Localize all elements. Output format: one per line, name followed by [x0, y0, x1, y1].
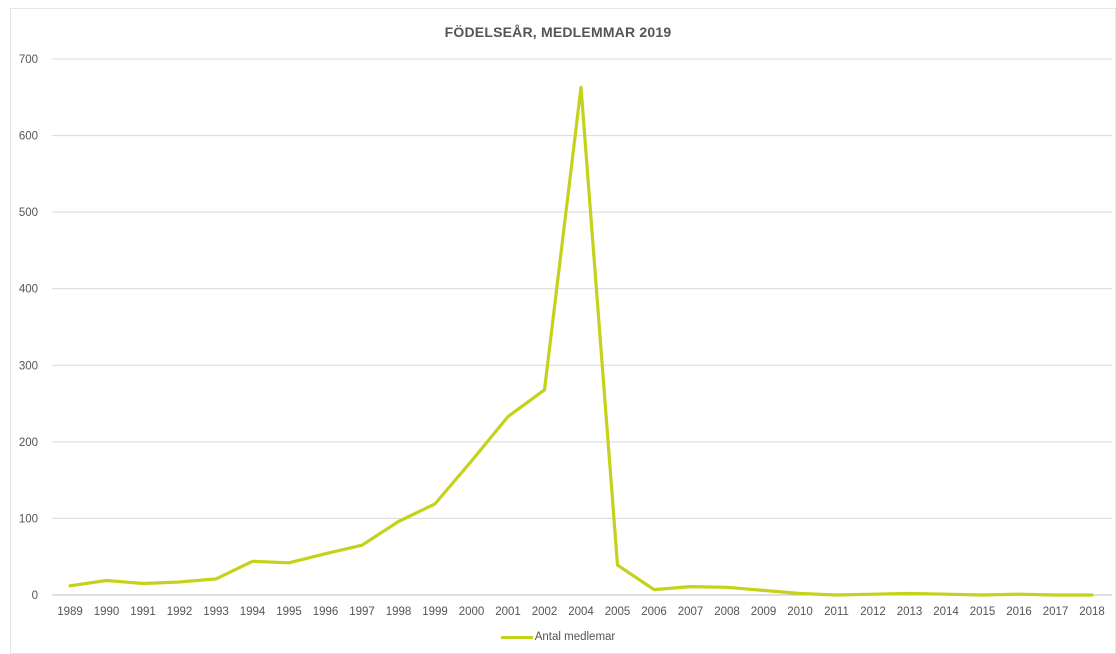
- series-line: [68, 85, 1094, 597]
- y-tick-label: 0: [32, 590, 38, 602]
- x-tick-label: 2014: [933, 606, 959, 618]
- x-tick-label: 2001: [495, 606, 521, 618]
- x-tick-label: 2015: [970, 606, 996, 618]
- y-tick-label: 700: [19, 54, 38, 66]
- x-tick-label: 1996: [313, 606, 339, 618]
- x-tick-label: 2009: [751, 606, 777, 618]
- x-tick-label: 2010: [787, 606, 813, 618]
- legend: Antal medlemar: [0, 631, 1116, 643]
- x-tick-label: 2006: [641, 606, 667, 618]
- x-tick-label: 1991: [130, 606, 156, 618]
- legend-swatch: [500, 635, 533, 639]
- x-tick-label: 2011: [824, 606, 849, 618]
- x-tick-label: 1998: [386, 606, 412, 618]
- x-tick-label: 2005: [605, 606, 631, 618]
- y-tick-label: 600: [19, 131, 38, 143]
- x-tick-label: 1990: [94, 606, 120, 618]
- y-tick-label: 200: [19, 437, 38, 449]
- x-tick-label: 1997: [349, 606, 375, 618]
- x-tick-label: 2016: [1006, 606, 1032, 618]
- x-tick-label: 1989: [57, 606, 83, 618]
- y-tick-label: 500: [19, 207, 38, 219]
- x-tick-label: 2007: [678, 606, 704, 618]
- x-tick-label: 2008: [714, 606, 740, 618]
- x-tick-label: 2004: [568, 606, 594, 618]
- x-tick-label: 1993: [203, 606, 229, 618]
- x-tick-label: 2002: [532, 606, 558, 618]
- y-tick-label: 400: [19, 284, 38, 296]
- x-tick-label: 2013: [897, 606, 923, 618]
- x-tick-label: 1994: [240, 606, 266, 618]
- y-tick-label: 300: [19, 360, 38, 372]
- x-tick-label: 2017: [1043, 606, 1069, 618]
- x-tick-label: 1999: [422, 606, 448, 618]
- x-tick-label: 2000: [459, 606, 485, 618]
- y-tick-label: 100: [19, 513, 38, 525]
- x-tick-label: 2018: [1079, 606, 1105, 618]
- chart-title: FÖDELSEÅR, MEDLEMMAR 2019: [444, 24, 672, 40]
- legend-label: Antal medlemar: [534, 631, 616, 643]
- chart-frame: [10, 8, 1116, 654]
- x-tick-label: 1995: [276, 606, 302, 618]
- x-tick-label: 1992: [167, 606, 193, 618]
- x-tick-label: 2012: [860, 606, 886, 618]
